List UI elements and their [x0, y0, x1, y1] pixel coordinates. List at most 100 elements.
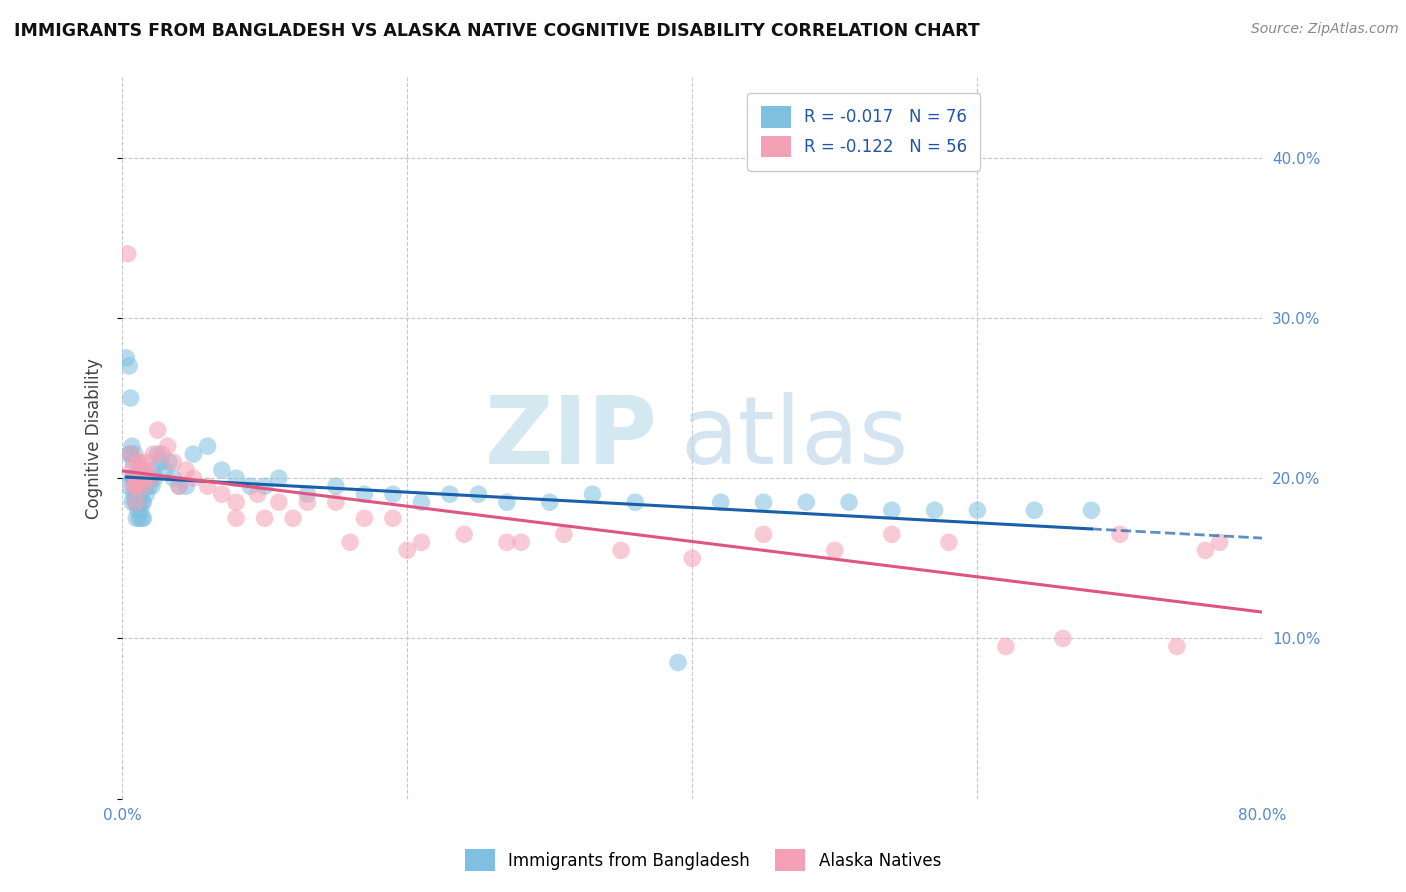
Point	[381, 511, 404, 525]
Point	[134, 479, 156, 493]
Point	[122, 471, 145, 485]
Point	[353, 487, 375, 501]
Point	[267, 471, 290, 485]
Point	[135, 463, 157, 477]
Point	[120, 447, 142, 461]
Point	[138, 479, 160, 493]
Point	[411, 495, 433, 509]
Point	[134, 471, 156, 485]
Point	[924, 503, 946, 517]
Point	[1166, 640, 1188, 654]
Point	[125, 495, 148, 509]
Point	[624, 495, 647, 509]
Point	[752, 495, 775, 509]
Point	[128, 495, 150, 509]
Point	[139, 471, 162, 485]
Point	[994, 640, 1017, 654]
Point	[752, 527, 775, 541]
Point	[1080, 503, 1102, 517]
Point	[134, 471, 156, 485]
Point	[174, 479, 197, 493]
Point	[824, 543, 846, 558]
Point	[139, 471, 162, 485]
Point	[129, 487, 152, 501]
Point	[581, 487, 603, 501]
Point	[553, 527, 575, 541]
Point	[1109, 527, 1132, 541]
Point	[411, 535, 433, 549]
Text: Source: ZipAtlas.com: Source: ZipAtlas.com	[1251, 22, 1399, 37]
Point	[131, 511, 153, 525]
Y-axis label: Cognitive Disability: Cognitive Disability	[86, 358, 103, 518]
Point	[135, 487, 157, 501]
Point	[128, 455, 150, 469]
Point	[124, 479, 146, 493]
Point	[1194, 543, 1216, 558]
Point	[146, 447, 169, 461]
Text: IMMIGRANTS FROM BANGLADESH VS ALASKA NATIVE COGNITIVE DISABILITY CORRELATION CHA: IMMIGRANTS FROM BANGLADESH VS ALASKA NAT…	[14, 22, 980, 40]
Point	[122, 455, 145, 469]
Point	[128, 511, 150, 525]
Point	[127, 471, 149, 485]
Point	[510, 535, 533, 549]
Point	[153, 463, 176, 477]
Point	[120, 391, 142, 405]
Point	[125, 487, 148, 501]
Point	[538, 495, 561, 509]
Point	[794, 495, 817, 509]
Point	[197, 479, 219, 493]
Point	[1052, 632, 1074, 646]
Point	[125, 471, 148, 485]
Point	[938, 535, 960, 549]
Point	[143, 471, 166, 485]
Point	[115, 351, 138, 365]
Point	[125, 471, 148, 485]
Point	[121, 463, 143, 477]
Point	[966, 503, 988, 517]
Point	[281, 511, 304, 525]
Point	[183, 471, 205, 485]
Point	[117, 246, 139, 260]
Point	[132, 479, 155, 493]
Point	[880, 503, 903, 517]
Point	[118, 447, 141, 461]
Point	[131, 495, 153, 509]
Point	[838, 495, 860, 509]
Point	[136, 455, 159, 469]
Point	[211, 487, 233, 501]
Text: atlas: atlas	[681, 392, 910, 484]
Point	[122, 479, 145, 493]
Point	[124, 471, 146, 485]
Point	[267, 495, 290, 509]
Text: ZIP: ZIP	[485, 392, 658, 484]
Point	[453, 527, 475, 541]
Point	[132, 511, 155, 525]
Point	[325, 495, 347, 509]
Point	[124, 479, 146, 493]
Point	[125, 495, 148, 509]
Point	[496, 495, 519, 509]
Point	[127, 487, 149, 501]
Point	[127, 455, 149, 469]
Point	[162, 471, 184, 485]
Point	[124, 447, 146, 461]
Point	[128, 479, 150, 493]
Point	[125, 511, 148, 525]
Point	[1209, 535, 1232, 549]
Point	[122, 487, 145, 501]
Point	[666, 656, 689, 670]
Point	[146, 423, 169, 437]
Point	[325, 479, 347, 493]
Point	[710, 495, 733, 509]
Point	[396, 543, 419, 558]
Legend: R = -0.017   N = 76, R = -0.122   N = 56: R = -0.017 N = 76, R = -0.122 N = 56	[748, 93, 980, 171]
Point	[129, 503, 152, 517]
Point	[118, 359, 141, 373]
Point	[167, 479, 190, 493]
Point	[141, 479, 163, 493]
Point	[681, 551, 703, 566]
Point	[121, 495, 143, 509]
Point	[129, 471, 152, 485]
Point	[127, 479, 149, 493]
Point	[136, 471, 159, 485]
